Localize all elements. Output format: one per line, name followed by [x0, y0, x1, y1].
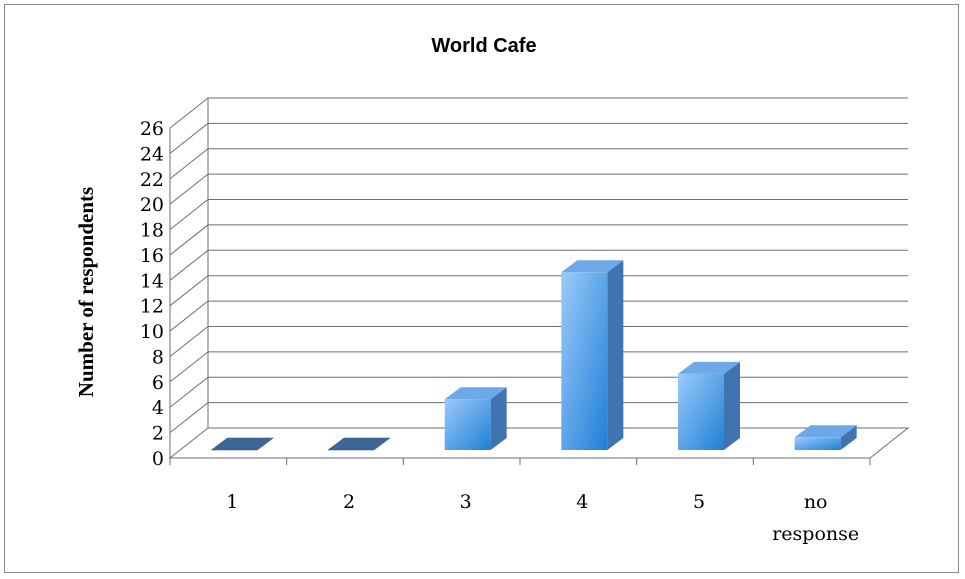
- y-tick-label: 0: [152, 448, 164, 470]
- bar-top: [561, 260, 624, 273]
- x-category-label: no response: [772, 491, 859, 545]
- bar: [678, 361, 740, 450]
- bar-side: [607, 260, 624, 450]
- bar-flat: [210, 437, 275, 451]
- bar-front: [444, 399, 491, 450]
- bar: [210, 437, 275, 451]
- x-category-labels: 1 2 3 4 5 no response: [226, 491, 859, 545]
- bar-top: [678, 361, 740, 374]
- y-tick-label: 16: [140, 245, 164, 267]
- y-tick-label: 20: [140, 194, 164, 216]
- bar-side: [840, 425, 857, 450]
- y-tick-label: 2: [152, 423, 164, 445]
- y-tick-label: 6: [152, 372, 164, 394]
- bar: [444, 387, 507, 450]
- y-axis-label: Number of respondents: [74, 187, 98, 397]
- y-tick-label: 24: [140, 143, 164, 165]
- y-tick-label: 4: [152, 397, 164, 419]
- chart-title: World Cafe: [431, 35, 536, 57]
- bar-flat: [327, 437, 391, 451]
- x-category-label: 5: [693, 491, 705, 513]
- y-tick-label: 18: [140, 220, 164, 242]
- bar-top: [444, 387, 507, 400]
- chart-frame: [4, 4, 959, 573]
- bar-front: [794, 437, 841, 450]
- axes: [168, 98, 910, 465]
- y-tick-label: 22: [140, 169, 164, 191]
- x-category-label: 1: [226, 491, 238, 513]
- bar-side: [490, 387, 507, 450]
- y-tick-label: 8: [152, 346, 164, 368]
- bar: [327, 437, 391, 451]
- bar-front: [678, 373, 724, 450]
- x-category-label: 2: [343, 491, 355, 513]
- y-tick-label: 14: [140, 270, 164, 292]
- bar: [561, 260, 624, 450]
- bars: [210, 260, 857, 451]
- y-tick-label: 10: [140, 321, 164, 343]
- y-tick-label: 12: [140, 296, 164, 318]
- gridlines: [169, 97, 908, 434]
- bar-side: [724, 361, 740, 450]
- x-category-label: 4: [576, 491, 588, 513]
- bar-top: [794, 425, 857, 438]
- y-tick-label: 26: [140, 118, 164, 140]
- bar-front: [561, 272, 608, 450]
- x-category-label: 3: [460, 491, 472, 513]
- bar: [794, 425, 857, 450]
